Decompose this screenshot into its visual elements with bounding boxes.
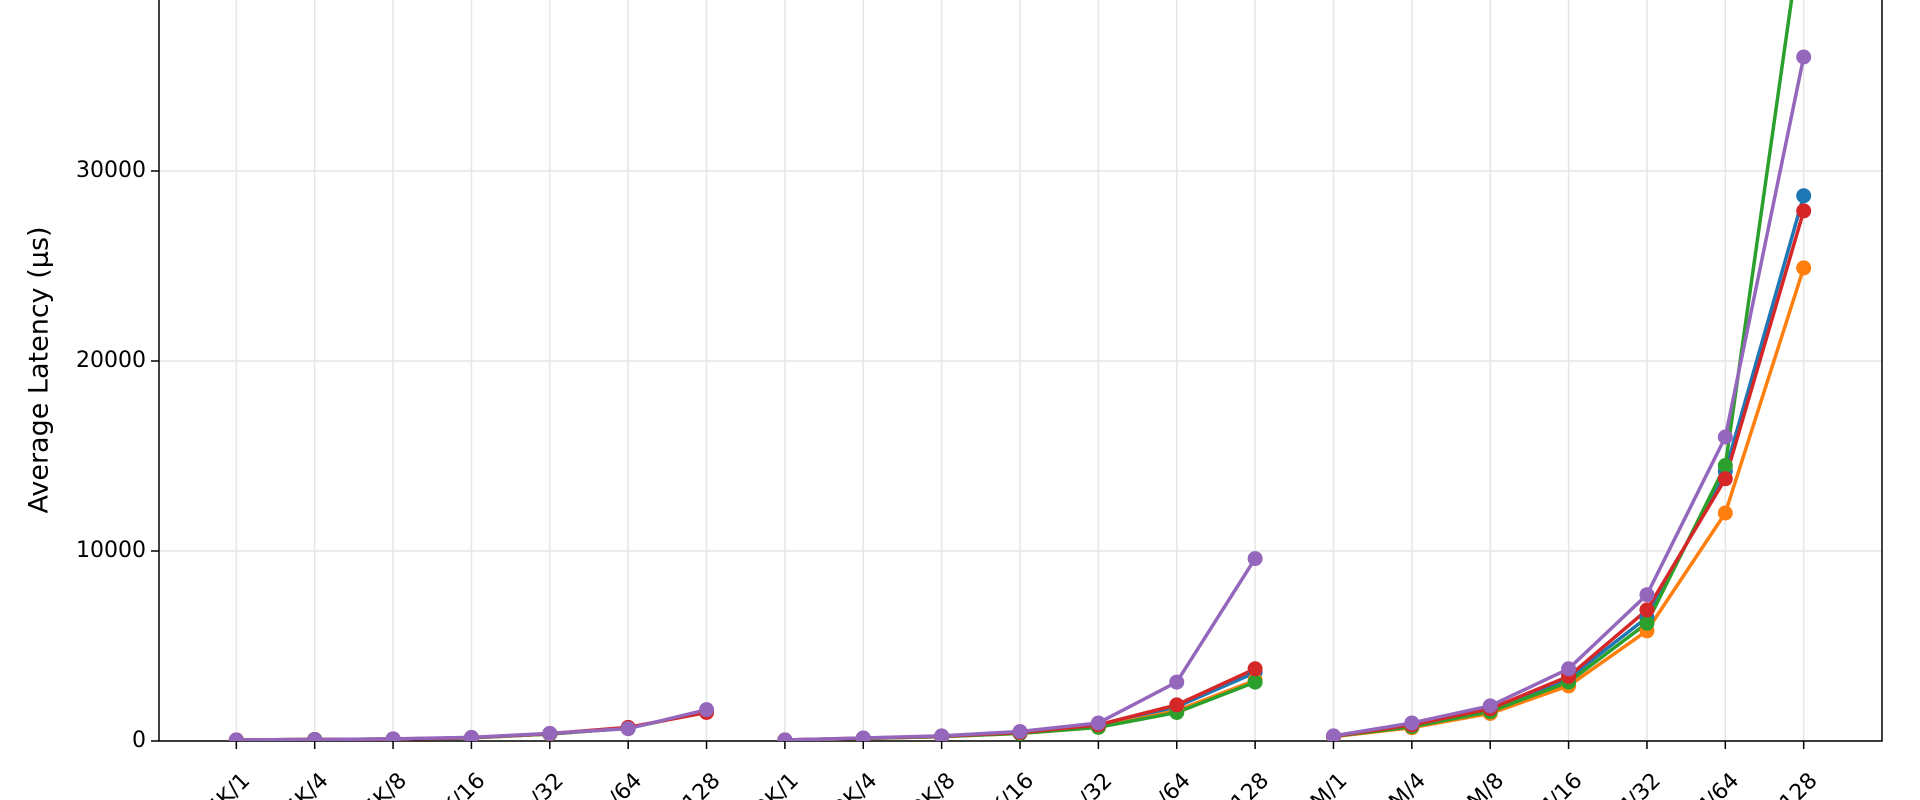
data-point	[1796, 203, 1812, 219]
data-point	[1247, 674, 1263, 690]
data-point	[699, 702, 715, 718]
x-tick-label: 5K/4	[281, 768, 334, 800]
x-tick-label: M/64	[1688, 768, 1744, 800]
x-tick-label: M/4	[1385, 768, 1431, 800]
data-point	[1169, 674, 1185, 690]
data-point	[542, 725, 558, 741]
data-point	[1717, 429, 1733, 445]
x-tick-label: 5K/8	[359, 768, 412, 800]
x-tick-label: M/8	[1463, 768, 1509, 800]
data-point	[1717, 471, 1733, 487]
plot-frame	[158, 0, 1883, 742]
data-point	[1796, 188, 1812, 204]
x-tick-label: /64	[1153, 768, 1196, 800]
x-tick-label: M/1	[1306, 768, 1352, 800]
x-tick-label: 2K/8	[908, 768, 961, 800]
x-tick-label: M/16	[1531, 768, 1587, 800]
data-point	[1247, 551, 1263, 567]
plot-area	[228, 0, 1812, 741]
data-point	[1404, 715, 1420, 731]
y-tick-label: 10000	[76, 538, 146, 563]
y-axis-label: Average Latency (µs)	[24, 226, 55, 513]
data-point	[1325, 728, 1341, 741]
data-point	[934, 728, 950, 741]
data-point	[777, 732, 793, 741]
data-point	[1717, 505, 1733, 521]
x-tick-label: /128	[673, 768, 726, 800]
data-point	[1482, 698, 1498, 714]
data-point	[1090, 715, 1106, 731]
data-point	[620, 721, 636, 737]
y-tick-label: 30000	[76, 158, 146, 183]
data-point	[307, 731, 323, 741]
data-point	[1796, 260, 1812, 276]
y-tick-label: 0	[132, 728, 146, 753]
data-point	[463, 729, 479, 741]
data-point	[855, 730, 871, 741]
data-point	[1639, 602, 1655, 618]
x-tick-label: 5K/1	[202, 768, 255, 800]
data-point	[385, 731, 401, 741]
x-tick-label: /32	[1075, 768, 1118, 800]
x-tick-label: 2K/4	[829, 768, 882, 800]
x-tick-label: /64	[604, 768, 647, 800]
y-tick-label: 20000	[76, 348, 146, 373]
x-tick-label: M/32	[1610, 768, 1666, 800]
data-point	[1639, 615, 1655, 631]
x-tick-label: /32	[526, 768, 569, 800]
data-point	[1639, 587, 1655, 603]
data-point	[1169, 697, 1185, 713]
data-point	[1012, 724, 1028, 739]
x-tick-label: /128	[1221, 768, 1274, 800]
data-point	[1717, 458, 1733, 473]
data-point	[228, 732, 244, 741]
x-tick-label: 128	[1775, 768, 1822, 800]
x-tick-label: 2K/1	[751, 768, 804, 800]
data-point	[1247, 661, 1263, 677]
x-tick-label: K/16	[986, 768, 1039, 800]
data-point	[1796, 49, 1812, 65]
data-point	[1561, 661, 1577, 677]
x-tick-label: K/16	[438, 768, 491, 800]
